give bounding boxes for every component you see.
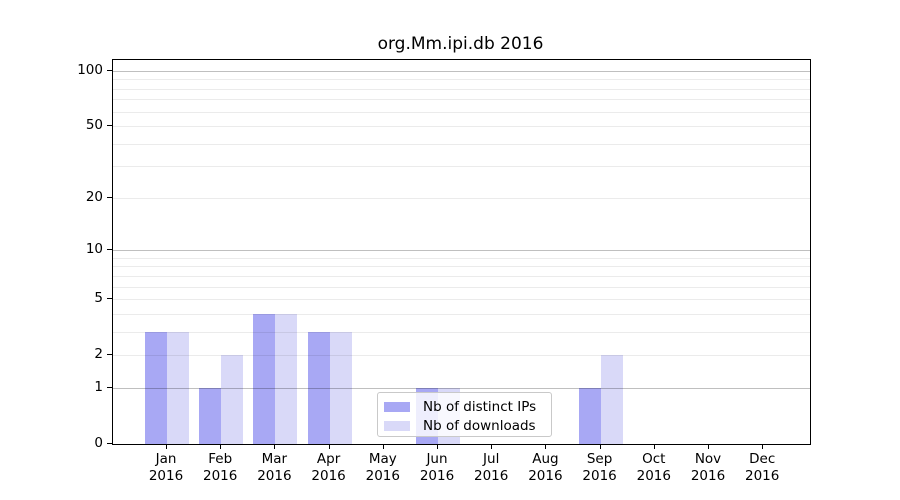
- x-axis-tick-label-feb: Feb 2016: [203, 451, 238, 484]
- gridline-minor-50: [113, 126, 810, 128]
- bar-nb-of-distinct-ips-sep: [578, 387, 601, 444]
- y-axis-tick-label-0: 0: [94, 435, 103, 451]
- gridline-minor-90: [113, 79, 810, 81]
- bar-nb-of-distinct-ips-mar: [253, 313, 276, 444]
- legend-swatch-downloads: [384, 420, 410, 431]
- y-axis-tick-label-10: 10: [85, 241, 103, 258]
- x-axis-tick-label-mar: Mar 2016: [257, 451, 292, 484]
- x-axis-tick-label-nov: Nov 2016: [690, 451, 726, 484]
- gridline-minor-8: [113, 266, 810, 268]
- legend-item-distinct-ips: Nb of distinct IPs: [384, 398, 551, 415]
- x-axis-tick-label-sep: Sep 2016: [582, 451, 617, 484]
- x-axis-tick-label-jun: Jun 2016: [419, 451, 455, 484]
- x-tick-mark-mar: [274, 444, 276, 449]
- x-axis-tick-label-jul: Jul 2016: [474, 451, 509, 484]
- gridline-minor-20: [113, 197, 810, 199]
- x-axis-tick-label-apr: Apr 2016: [311, 451, 346, 484]
- y-axis-tick-label-5: 5: [94, 290, 103, 307]
- x-tick-mark-feb: [220, 444, 222, 449]
- gridline-major-10: [113, 250, 810, 252]
- chart-title: org.Mm.ipi.db 2016: [377, 34, 544, 54]
- bar-nb-of-distinct-ips-apr: [307, 331, 330, 444]
- x-axis-tick-label-aug: Aug 2016: [528, 451, 563, 484]
- y-tick-mark-50: [107, 125, 112, 127]
- bar-nb-of-distinct-ips-jan: [145, 331, 167, 444]
- legend-swatch-distinct-ips: [384, 401, 410, 412]
- gridline-minor-6: [113, 286, 810, 288]
- x-tick-mark-oct: [653, 444, 655, 449]
- x-axis-tick-label-dec: Dec 2016: [745, 451, 780, 484]
- y-tick-mark-100: [107, 69, 112, 71]
- x-axis-tick-label-may: May 2016: [365, 451, 400, 484]
- bar-nb-of-downloads-feb: [221, 355, 244, 444]
- y-tick-mark-5: [107, 298, 112, 300]
- legend-item-downloads: Nb of downloads: [384, 417, 551, 434]
- x-tick-mark-nov: [708, 444, 709, 449]
- y-axis-tick-label-50: 50: [85, 117, 103, 134]
- x-tick-mark-sep: [599, 444, 601, 449]
- bar-nb-of-downloads-apr: [329, 331, 352, 444]
- y-axis-tick-label-20: 20: [85, 188, 103, 205]
- x-tick-mark-jul: [491, 444, 493, 449]
- x-axis-tick-label-oct: Oct 2016: [636, 451, 671, 484]
- x-tick-mark-jun: [437, 444, 438, 449]
- y-tick-mark-1: [107, 386, 112, 388]
- gridline-minor-7: [113, 275, 810, 277]
- gridline-minor-5: [113, 299, 810, 301]
- gridline-minor-60: [113, 111, 810, 113]
- legend-label-downloads: Nb of downloads: [423, 417, 536, 434]
- y-tick-mark-20: [107, 196, 112, 198]
- x-tick-mark-may: [382, 444, 384, 449]
- y-tick-mark-10: [107, 249, 112, 251]
- y-tick-mark-2: [107, 354, 112, 356]
- x-tick-mark-jan: [166, 444, 167, 449]
- y-axis-tick-label-2: 2: [94, 346, 103, 363]
- legend: Nb of distinct IPs Nb of downloads: [377, 392, 552, 437]
- y-axis-tick-label-1: 1: [94, 378, 103, 395]
- gridline-minor-80: [113, 88, 810, 90]
- gridline-minor-30: [113, 166, 810, 168]
- bar-nb-of-distinct-ips-feb: [199, 387, 222, 444]
- gridline-minor-40: [113, 143, 810, 145]
- legend-label-distinct-ips: Nb of distinct IPs: [423, 398, 537, 415]
- y-axis-tick-label-100: 100: [77, 61, 103, 78]
- y-tick-mark-0: [107, 443, 112, 444]
- gridline-minor-70: [113, 99, 810, 101]
- gridline-minor-3: [113, 331, 810, 333]
- plot-area: [112, 59, 811, 445]
- gridline-minor-4: [113, 313, 810, 315]
- gridline-major-1: [113, 387, 810, 389]
- x-tick-mark-aug: [545, 444, 547, 449]
- x-axis-tick-label-jan: Jan 2016: [148, 451, 184, 484]
- gridline-major-100: [113, 70, 810, 72]
- bar-nb-of-downloads-jan: [167, 331, 189, 444]
- x-tick-mark-dec: [762, 444, 764, 449]
- bar-nb-of-downloads-mar: [275, 313, 298, 444]
- gridline-minor-2: [113, 355, 810, 357]
- bar-nb-of-downloads-sep: [600, 355, 623, 444]
- x-tick-mark-apr: [328, 444, 330, 449]
- gridline-minor-9: [113, 257, 810, 259]
